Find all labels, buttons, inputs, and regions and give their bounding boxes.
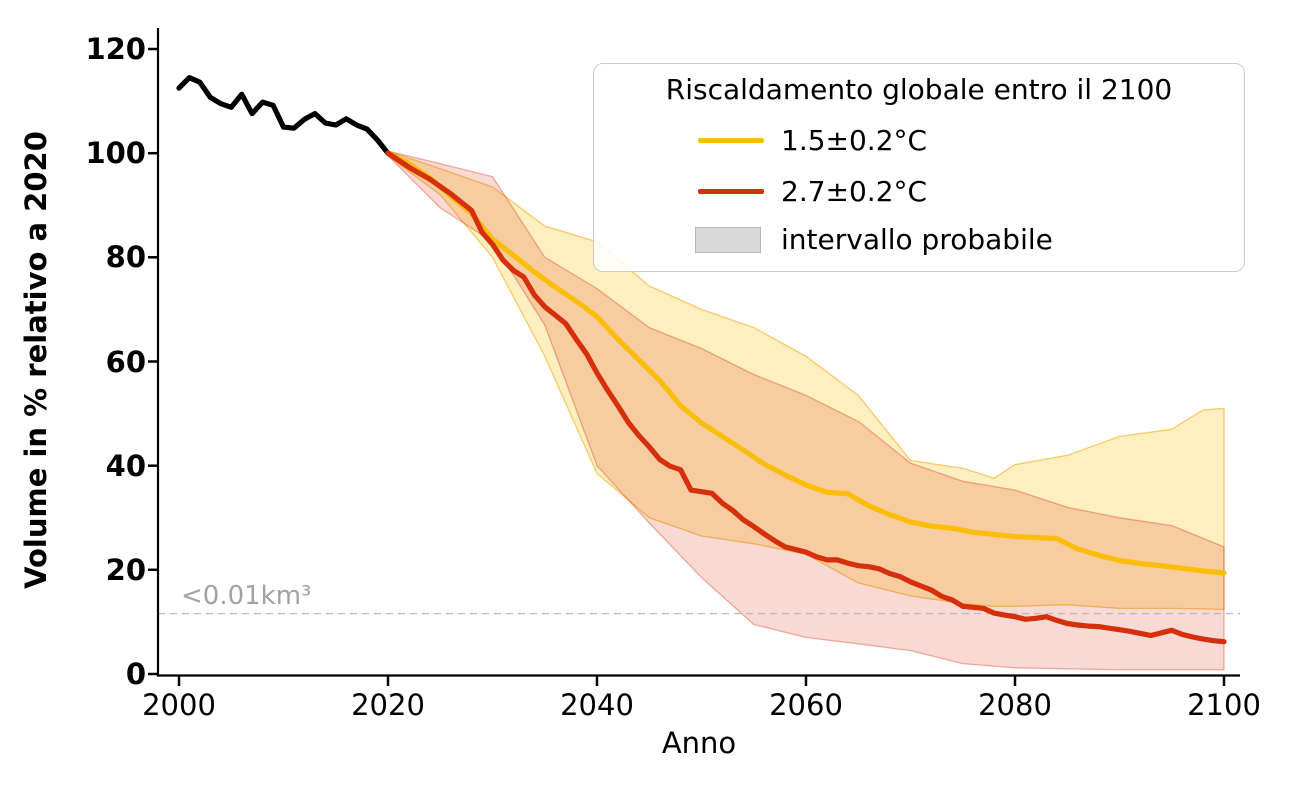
- y-tick-label: 120: [85, 32, 146, 66]
- legend-entry-1p5: 1.5±0.2°C: [594, 125, 1244, 157]
- legend-entry-likely-range: intervallo probabile: [594, 224, 1244, 256]
- y-tick-label: 80: [105, 240, 146, 275]
- historical-line: [176, 74, 391, 156]
- legend: Riscaldamento globale entro il 2100 1.5±…: [593, 63, 1245, 272]
- x-tick-label: 2100: [1187, 688, 1261, 722]
- warming-2p7-band: [387, 150, 1225, 671]
- x-tick-label: 2080: [978, 688, 1052, 722]
- warming-2p7-line: [385, 150, 1227, 645]
- y-tick-label: 100: [85, 136, 146, 171]
- legend-line-swatch-2p7: [698, 189, 764, 194]
- x-tick-label: 2060: [769, 688, 843, 722]
- y-tick-label: 0: [125, 657, 146, 691]
- legend-label-1p5: 1.5±0.2°C: [781, 124, 928, 157]
- warming-1p5-line: [385, 150, 1227, 576]
- legend-entry-2p7: 2.7±0.2°C: [594, 176, 1244, 208]
- y-tick-label: 40: [105, 448, 146, 483]
- legend-line-swatch-1p5: [698, 138, 764, 143]
- threshold-annotation: <0.01km³: [181, 581, 312, 611]
- y-tick-label: 20: [105, 552, 146, 587]
- legend-label-likely-range: intervallo probabile: [781, 223, 1053, 256]
- legend-title: Riscaldamento globale entro il 2100: [665, 73, 1173, 106]
- x-tick-label: 2040: [560, 688, 634, 722]
- legend-patch-swatch: [695, 227, 761, 253]
- x-axis-label: Anno: [661, 726, 737, 760]
- y-tick-label: 60: [105, 344, 146, 379]
- x-tick-label: 2020: [351, 688, 425, 722]
- legend-label-2p7: 2.7±0.2°C: [781, 175, 928, 208]
- x-tick-label: 2000: [142, 688, 216, 722]
